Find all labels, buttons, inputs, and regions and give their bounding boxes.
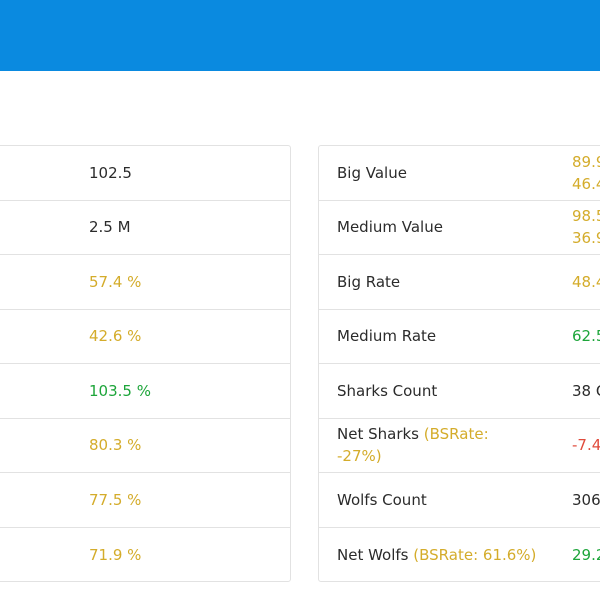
table-row-medium-rate: Medium Rate 62.5 bbox=[319, 310, 600, 364]
row-label: Big Rate bbox=[337, 272, 401, 291]
row-label: Net Wolfs (BSRate: 61.6%) bbox=[337, 545, 537, 564]
row-label: Wolfs Count bbox=[337, 490, 427, 509]
row-value: 80.3 % bbox=[89, 436, 142, 455]
right-stats-table: Big Value 89.9 46.4 Medium Value 98.5 36… bbox=[318, 145, 600, 582]
row-value: 77.5 % bbox=[89, 490, 142, 509]
row-value: 62.5 bbox=[572, 327, 600, 346]
table-row: 42.6 % bbox=[0, 310, 290, 364]
table-row-wolfs-count: Wolfs Count 306 bbox=[319, 473, 600, 528]
bsrate-hint: (BSRate: 61.6%) bbox=[413, 545, 537, 564]
bsrate-hint: (BSRate: -27%) bbox=[337, 425, 489, 466]
row-value: 42.6 % bbox=[89, 327, 142, 346]
row-value: 103.5 % bbox=[89, 381, 151, 400]
table-row: 57.4 % bbox=[0, 255, 290, 310]
row-value: 2.5 M bbox=[89, 218, 131, 237]
row-value: 29.2 bbox=[572, 545, 600, 564]
table-row: 103.5 % bbox=[0, 364, 290, 419]
table-row: 77.5 % bbox=[0, 473, 290, 528]
row-value: 89.9 46.4 bbox=[572, 152, 600, 193]
row-label: Big Value bbox=[337, 163, 407, 182]
row-value: 98.5 36.9 bbox=[572, 207, 600, 248]
row-value: 306 bbox=[572, 490, 600, 509]
table-row-big-value: Big Value 89.9 46.4 bbox=[319, 146, 600, 201]
table-row-big-rate: Big Rate 48.4 bbox=[319, 255, 600, 310]
row-value: 38 C bbox=[572, 381, 600, 400]
table-row: 2.5 M bbox=[0, 201, 290, 255]
row-label: Sharks Count bbox=[337, 381, 438, 400]
row-value: 71.9 % bbox=[89, 545, 142, 564]
row-label: Net Sharks (BSRate: -27%) bbox=[337, 425, 489, 466]
row-value: -7.4 bbox=[572, 436, 600, 455]
row-label: Medium Rate bbox=[337, 327, 437, 346]
left-stats-table: 102.5 2.5 M 57.4 % 42.6 % 103.5 % 80.3 %… bbox=[0, 145, 291, 582]
row-value: 57.4 % bbox=[89, 272, 142, 291]
top-app-bar bbox=[0, 0, 600, 71]
table-row: 102.5 bbox=[0, 146, 290, 201]
table-row-net-wolfs: Net Wolfs (BSRate: 61.6%) 29.2 bbox=[319, 528, 600, 583]
table-row-net-sharks: Net Sharks (BSRate: -27%) -7.4 bbox=[319, 419, 600, 473]
table-row-medium-value: Medium Value 98.5 36.9 bbox=[319, 201, 600, 255]
table-row: 71.9 % bbox=[0, 528, 290, 583]
row-label: Medium Value bbox=[337, 218, 443, 237]
row-value: 102.5 bbox=[89, 163, 132, 182]
row-value: 48.4 bbox=[572, 272, 600, 291]
table-row: 80.3 % bbox=[0, 419, 290, 473]
table-row-sharks-count: Sharks Count 38 C bbox=[319, 364, 600, 419]
